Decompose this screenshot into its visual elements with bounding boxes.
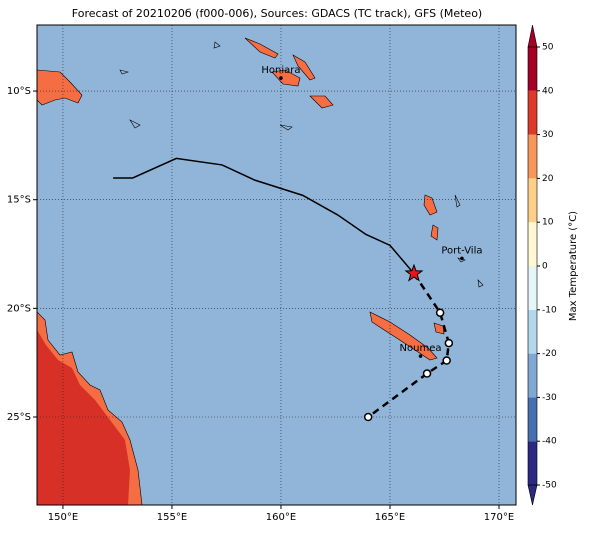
city-dot [418, 354, 423, 358]
colorbar-extend-bottom [527, 484, 538, 506]
y-tick-label: 25°S [7, 412, 31, 423]
colorbar-band [528, 266, 537, 310]
current-position [404, 263, 424, 282]
colorbar-tick-label: -30 [542, 393, 557, 403]
forecast-point [442, 356, 451, 365]
colorbar-tick-label: 20 [542, 174, 554, 184]
colorbar-band [528, 134, 537, 179]
forecast-point [435, 308, 445, 317]
city-label: Port-Vila [441, 245, 482, 256]
x-tick-label: 165°E [375, 512, 405, 523]
y-tick-label: 15°S [7, 195, 31, 206]
x-tick-label: 160°E [266, 512, 296, 523]
x-tick-label: 155°E [157, 512, 187, 523]
chart-title: Forecast of 2021020б (f000-006), Sources… [72, 7, 482, 20]
colorbar-tick-label: -20 [542, 349, 557, 359]
colorbar: -50 -40 -30 -20 -10 0 10 20 30 40 50 [527, 24, 557, 506]
x-tick-label: 150°E [48, 512, 78, 523]
plot-frame [36, 24, 517, 506]
city-label: Honiara [261, 65, 300, 76]
colorbar-band [528, 47, 537, 91]
colorbar-tick-label: 10 [542, 218, 554, 228]
colorbar-tick-label: 0 [542, 262, 548, 272]
analysis-track [113, 157, 415, 275]
colorbar-tick-label: -10 [542, 305, 557, 315]
city-dot [279, 76, 283, 80]
x-tick-label: 170°E [484, 512, 514, 523]
colorbar-tick-label: 50 [542, 43, 554, 53]
colorbar-tick-label: 30 [542, 130, 554, 140]
colorbar-band [528, 441, 537, 485]
y-tick-label: 10°S [7, 86, 31, 97]
forecast-point [444, 338, 454, 348]
city-label: Noumea [400, 343, 442, 354]
forecast-point [363, 412, 373, 422]
y-tick-label: 20°S [7, 303, 31, 314]
colorbar-label: Max Temperature (°C) [568, 211, 579, 321]
colorbar-band [528, 309, 537, 354]
city-dot [460, 256, 464, 261]
colorbar-tick-label: 40 [542, 86, 554, 96]
track [113, 157, 454, 422]
colorbar-band [528, 90, 537, 135]
forecast-track [367, 272, 451, 419]
colorbar-band [528, 353, 537, 398]
colorbar-tick-label: -50 [542, 481, 557, 491]
land [37, 37, 484, 505]
colorbar-band [528, 397, 537, 442]
forecast-point [422, 369, 432, 378]
colorbar-tick-label: -40 [542, 437, 557, 447]
colorbar-extend-top [527, 24, 538, 48]
colorbar-band [528, 222, 537, 266]
colorbar-band [528, 178, 537, 223]
